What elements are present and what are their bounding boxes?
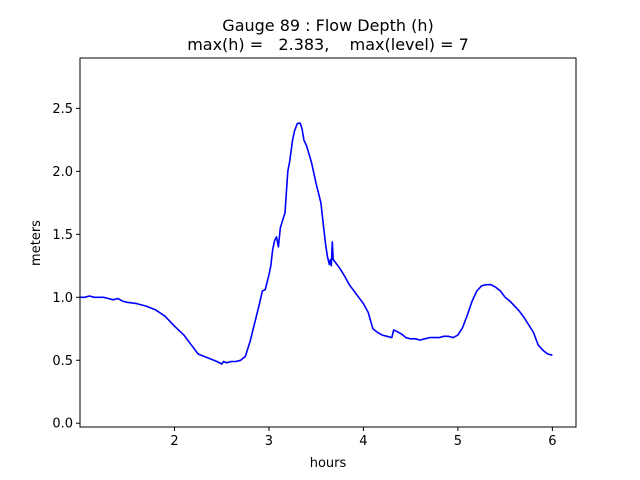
x-tick-label: 6 [548,434,556,449]
x-tick-label: 5 [454,434,462,449]
y-tick-label: 2.5 [52,102,73,117]
axes-frame [79,57,577,428]
x-tick-label: 2 [170,434,178,449]
y-axis-ticks: 0.0 0.5 1.0 1.5 2.0 2.5 [52,102,80,432]
x-tick-label: 3 [265,434,273,449]
x-axis-label: hours [310,456,347,471]
chart-title-line-2: max(h) = 2.383, max(level) = 7 [187,35,469,54]
x-axis-ticks: 2 3 4 5 6 [170,427,557,449]
y-tick-label: 2.0 [52,165,73,180]
chart-title-line-1: Gauge 89 : Flow Depth (h) [222,16,433,35]
series-line-0 [80,122,553,365]
y-axis-label: meters [29,220,44,266]
y-tick-label: 0.5 [52,354,73,369]
y-tick-label: 1.5 [52,228,73,243]
y-tick-label: 1.0 [52,291,73,306]
y-tick-label: 0.0 [52,417,73,432]
x-tick-label: 4 [359,434,367,449]
plot-area [80,122,553,365]
